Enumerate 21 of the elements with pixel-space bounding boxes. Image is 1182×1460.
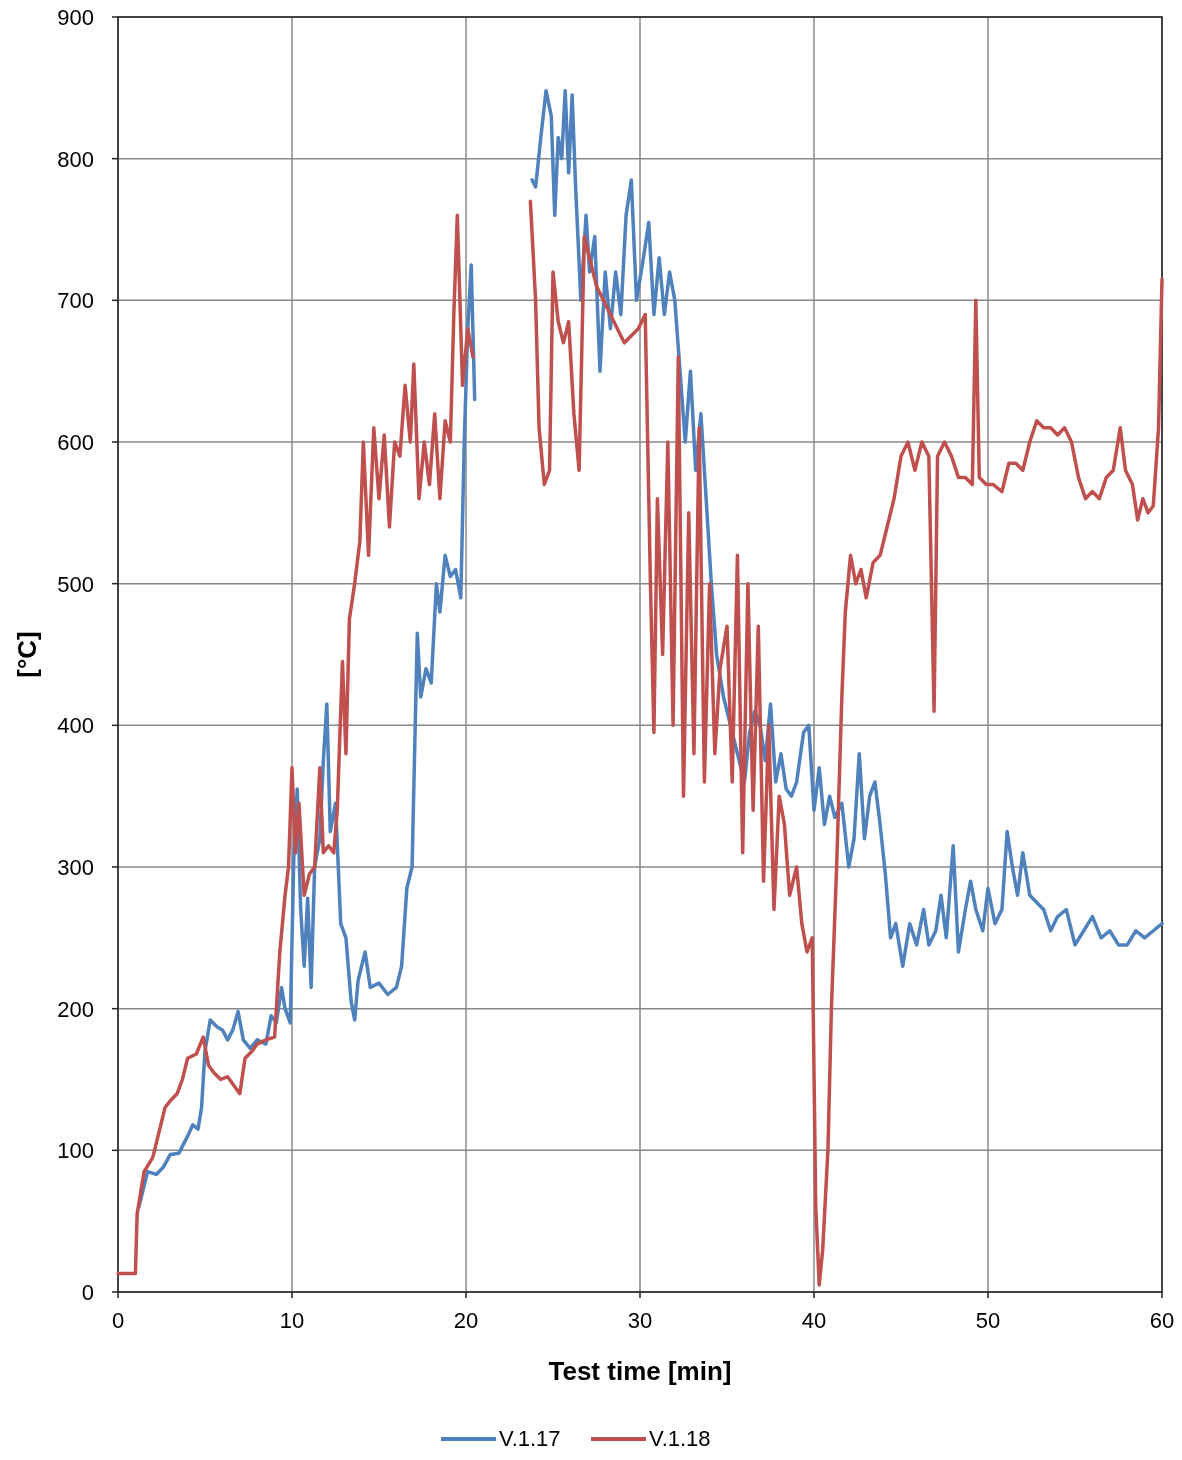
y-tick-label: 700 bbox=[57, 288, 94, 314]
x-tick-label: 40 bbox=[801, 1308, 827, 1333]
x-tick-label: 20 bbox=[453, 1308, 479, 1333]
y-tick-label: 500 bbox=[57, 571, 94, 597]
x-tick-label: 60 bbox=[1149, 1308, 1175, 1333]
y-tick-label: 900 bbox=[57, 5, 94, 30]
x-tick-label: 50 bbox=[975, 1308, 1001, 1333]
y-tick-label: 600 bbox=[57, 430, 94, 455]
y-tick-label: 400 bbox=[57, 713, 94, 739]
y-tick-label: 200 bbox=[57, 996, 94, 1022]
y-tick-label: 800 bbox=[57, 146, 94, 172]
y-tick-label: 100 bbox=[57, 1138, 94, 1164]
x-tick-label: 0 bbox=[111, 1308, 125, 1333]
legend-label: V.1.17 bbox=[499, 1426, 561, 1451]
y-tick-label: 0 bbox=[81, 1280, 94, 1305]
y-axis-title: [°C] bbox=[12, 631, 42, 678]
y-tick-label: 300 bbox=[57, 855, 94, 880]
x-tick-label: 10 bbox=[279, 1308, 305, 1333]
legend-label: V.1.18 bbox=[649, 1426, 711, 1451]
x-tick-label: 30 bbox=[627, 1308, 653, 1333]
x-axis-title: Test time [min] bbox=[548, 1356, 732, 1386]
